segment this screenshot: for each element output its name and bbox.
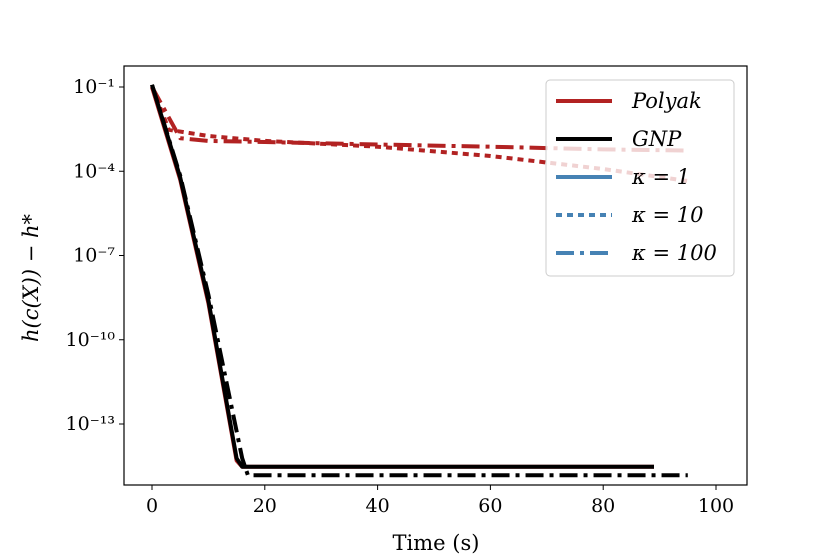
x-tick-label: 0: [146, 495, 158, 517]
legend-label: κ = 1: [631, 165, 690, 189]
x-tick-label: 80: [591, 495, 615, 517]
series-layer: [150, 84, 689, 478]
y-tick-label: 10⁻¹: [73, 76, 115, 98]
series-line-5: [150, 84, 688, 478]
y-tick-label: 10⁻⁷: [73, 245, 115, 267]
legend: Polyak GNP κ = 1 κ = 10 κ = 100: [545, 79, 735, 277]
legend-label: GNP: [632, 127, 682, 151]
x-tick-label: 100: [698, 495, 734, 517]
y-tick-label: 10⁻⁴: [73, 160, 115, 182]
ticks-layer: 0 20 40 60 80 100 10⁻¹ 10⁻⁴ 10⁻⁷ 10⁻¹⁰ 10⁻¹³: [66, 76, 735, 517]
legend-label: κ = 100: [631, 241, 717, 265]
legend-frame: [545, 79, 735, 277]
y-tick-label: 10⁻¹⁰: [66, 329, 116, 351]
x-tick-label: 40: [366, 495, 390, 517]
x-tick-label: 20: [253, 495, 277, 517]
plot-frame: [123, 65, 748, 486]
x-axis-label: Time (s): [393, 531, 480, 554]
y-tick-label: 10⁻¹³: [66, 413, 115, 435]
x-tick-label: 60: [478, 495, 502, 517]
legend-label: κ = 10: [631, 203, 703, 227]
legend-label: Polyak: [631, 89, 702, 113]
y-axis-label: h(c(X)) − h*: [19, 214, 43, 342]
